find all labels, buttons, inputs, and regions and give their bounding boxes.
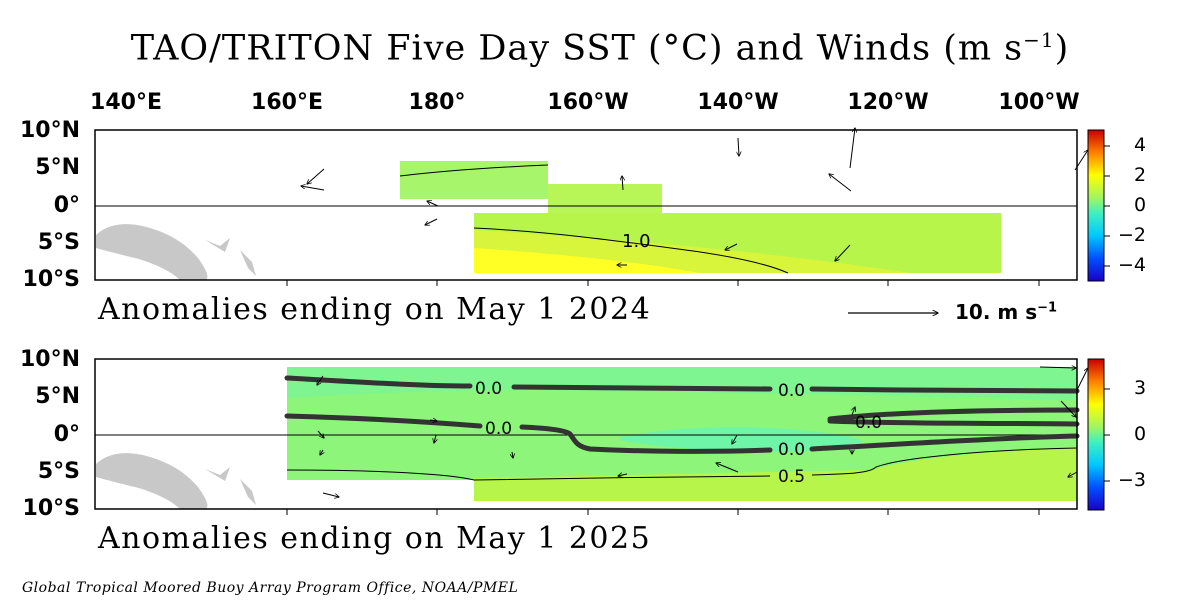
lon-label-140w: 140°W <box>697 90 779 115</box>
wind-2025-15 <box>1060 400 1076 417</box>
lat-label-5n-bottom: 5°N <box>35 384 80 409</box>
land-new-guinea-2024 <box>96 224 208 280</box>
contour-2025-loop <box>827 407 1080 427</box>
wind-2025-13 <box>1039 367 1076 368</box>
wind-2025-16 <box>1068 471 1078 477</box>
lat-label-10s-bottom: 10°S <box>22 496 80 521</box>
wind-2024-4 <box>849 128 855 169</box>
colorbar-2024-tick-4: 4 <box>1134 134 1147 156</box>
sst-region-2024-a <box>400 161 548 199</box>
wind-2025-14 <box>1076 368 1088 391</box>
lat-label-5s-bottom: 5°S <box>37 459 80 484</box>
wind-2025-11 <box>852 407 855 416</box>
colorbar-2024-tick-m2: −2 <box>1118 224 1147 246</box>
plot-frame-2024 <box>94 129 1078 281</box>
panel-2024: 1.0 <box>94 128 1110 286</box>
wind-2025-10 <box>732 434 738 444</box>
wind-2024-1 <box>307 168 325 184</box>
plot-frame-2025 <box>94 358 1078 510</box>
colorbar-2024 <box>1087 129 1105 282</box>
lat-label-eq-bottom: 0° <box>53 422 80 447</box>
lat-label-5s-top: 5°S <box>37 230 80 255</box>
lon-label-160e: 160°E <box>251 90 323 115</box>
lon-label-120w: 120°W <box>847 90 929 115</box>
sst-region-2024-b <box>548 184 662 217</box>
lon-label-180: 180° <box>408 90 466 115</box>
contour-label-2025-a: 0.0 <box>475 379 502 399</box>
wind-scale-label: 10. m s−1 <box>955 300 1058 324</box>
wind-2025-8 <box>716 463 739 473</box>
chart-title: TAO/TRITON Five Day SST (°C) and Winds (… <box>130 28 1070 69</box>
contour-2025-north <box>284 375 1080 394</box>
lon-label-160w: 160°W <box>547 90 629 115</box>
land-islands-2025-b <box>240 479 256 505</box>
land-islands-2024 <box>205 238 230 252</box>
lon-label-140e: 140°E <box>90 90 162 115</box>
wind-2025-2 <box>317 430 324 438</box>
wind-2025-1 <box>317 375 324 385</box>
wind-2024-5 <box>829 174 852 192</box>
panel-2025: 0.0 0.0 0.0 0.0 0.0 0.5 <box>94 358 1110 515</box>
wind-2024-3 <box>738 137 739 156</box>
colorbar-ticks-2024 <box>1104 145 1110 267</box>
wind-2025-6 <box>429 420 437 421</box>
wind-2025-5 <box>434 434 436 443</box>
contour-label-2025-b: 0.0 <box>778 381 805 401</box>
wind-2024-7 <box>425 218 438 225</box>
footer-credit: Global Tropical Moored Buoy Array Progra… <box>22 580 519 596</box>
contour-label-2025-c: 0.0 <box>485 419 512 439</box>
contour-2025-eq <box>284 413 1080 454</box>
colorbar-2025-tick-m3: −3 <box>1118 469 1147 491</box>
wind-2024-6 <box>427 201 439 207</box>
contour-label-2025-e: 0.0 <box>778 440 805 460</box>
frame-ticks-2024 <box>286 280 1040 286</box>
lat-label-eq-top: 0° <box>53 193 80 218</box>
sst-region-2025-warm <box>474 447 1077 501</box>
wind-2025-7 <box>512 451 513 458</box>
wind-2024-9 <box>725 243 738 250</box>
panel-2025-subtitle: Anomalies ending on May 1 2025 <box>98 521 652 556</box>
land-islands-2025 <box>205 467 230 481</box>
wind-2024-2 <box>301 186 325 191</box>
colorbar-2025-tick-3: 3 <box>1134 377 1147 399</box>
contour-label-2025-f: 0.5 <box>778 467 805 487</box>
land-islands-2024-b <box>240 250 256 276</box>
sst-region-2025-cool <box>620 427 862 452</box>
colorbar-2025-tick-0: 0 <box>1134 423 1147 445</box>
land-new-guinea-2025 <box>96 453 208 509</box>
colorbar-2025 <box>1087 358 1105 511</box>
colorbar-ticks-2025 <box>1104 388 1110 482</box>
lat-label-10s-top: 10°S <box>22 267 80 292</box>
frame-ticks-2025 <box>286 509 1040 515</box>
colorbar-2024-tick-m4: −4 <box>1118 254 1147 276</box>
lon-label-100w: 100°W <box>998 90 1080 115</box>
sst-region-2024-hot <box>474 248 700 273</box>
lat-label-10n-top: 10°N <box>19 118 80 143</box>
lat-label-5n-top: 5°N <box>35 155 80 180</box>
wind-2025-3 <box>320 449 323 455</box>
wind-2024-8 <box>622 176 623 191</box>
contour-label-2024: 1.0 <box>622 231 651 252</box>
lat-label-10n-bottom: 10°N <box>19 347 80 372</box>
contour-2024-a <box>399 164 549 177</box>
contour-label-2025-d: 0.0 <box>855 413 882 433</box>
contour-2024-b <box>473 227 789 274</box>
contour-2025-half <box>286 447 1078 481</box>
colorbar-2024-tick-2: 2 <box>1134 164 1147 186</box>
wind-2025-9 <box>618 474 628 476</box>
wind-2025-4 <box>322 492 339 497</box>
wind-2024-10 <box>835 244 851 261</box>
contours-zero-2025 <box>284 375 1080 454</box>
panel-2024-subtitle: Anomalies ending on May 1 2024 <box>98 292 652 327</box>
wind-vectors-2025 <box>317 367 1088 497</box>
colorbar-2024-tick-0: 0 <box>1134 194 1147 216</box>
